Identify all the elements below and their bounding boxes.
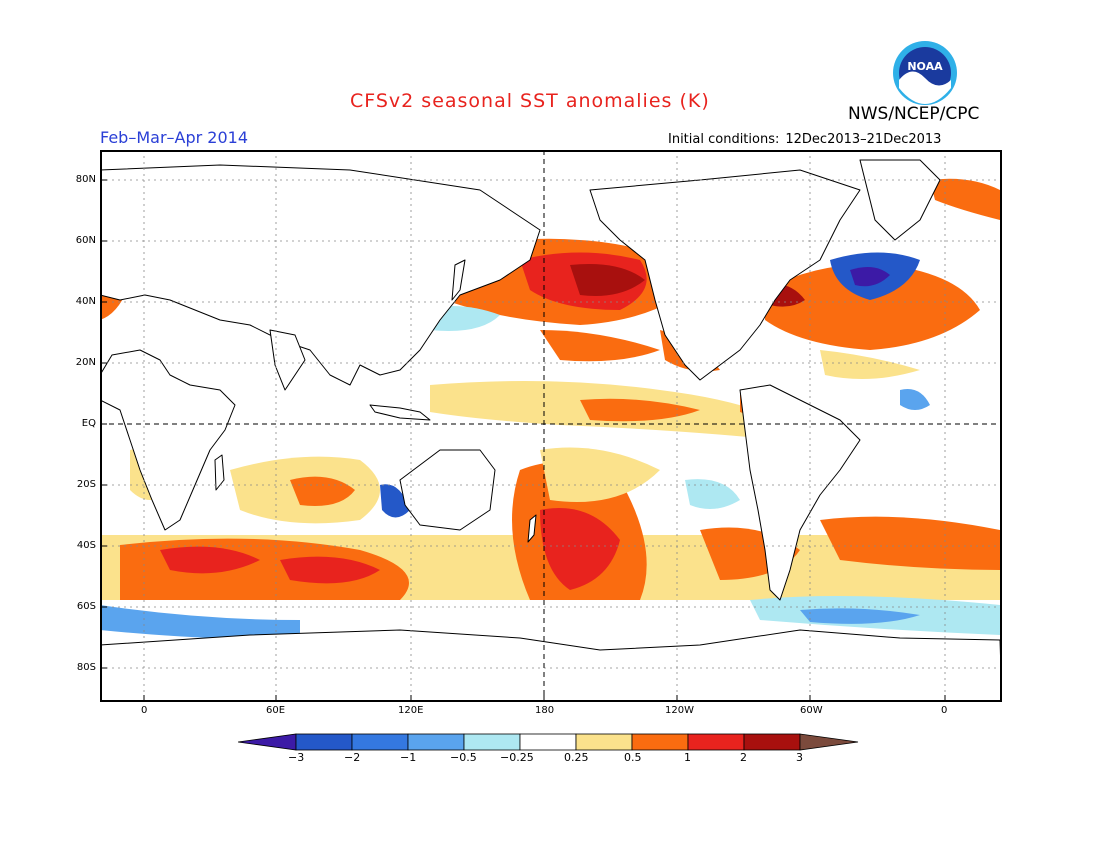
lat-label: 40S	[76, 540, 96, 551]
lat-label: 80S	[76, 662, 96, 673]
colorbar-tick: 0.25	[564, 751, 589, 764]
continents	[100, 159, 1002, 702]
colorbar-segment	[238, 733, 297, 751]
colorbar-tick: 1	[684, 751, 691, 764]
lat-axis-labels: 80N 60N 40N 20N EQ 20S 40S 60S 80S	[60, 150, 96, 702]
colorbar-tick: 0.5	[624, 751, 642, 764]
colorbar-tick: 3	[796, 751, 803, 764]
lat-label: 60N	[75, 235, 96, 246]
colorbar-tick: −2	[344, 751, 361, 764]
lon-axis-labels: 0 60E 120E 180 120W 60W 0	[100, 705, 1002, 719]
forecast-period: Feb–Mar–Apr 2014	[100, 128, 248, 147]
colorbar-tick: −0.25	[500, 751, 534, 764]
colorbar-segment	[687, 733, 745, 751]
initial-conditions: Initial conditions: 12Dec2013–21Dec2013	[668, 132, 941, 147]
colorbar-segment	[463, 733, 521, 751]
land-indonesia	[369, 404, 431, 421]
noaa-logo: NOAA	[893, 41, 957, 105]
land-madagascar	[214, 454, 225, 491]
lat-lon-grid	[100, 150, 1002, 702]
logo-text: NOAA	[907, 60, 943, 73]
lat-label: 20S	[76, 479, 96, 490]
initial-conditions-label: Initial conditions:	[668, 132, 780, 147]
land-india	[269, 329, 306, 391]
anomaly-field	[100, 178, 1000, 640]
lat-label: 20N	[75, 357, 96, 368]
colorbar	[238, 733, 859, 751]
lon-label: 120W	[665, 705, 694, 716]
land-eurasia	[100, 164, 541, 386]
colorbar-segment	[799, 733, 859, 751]
lat-label: 80N	[75, 174, 96, 185]
colorbar-segment	[407, 733, 465, 751]
land-greenland	[859, 159, 941, 241]
land-antarctica	[100, 629, 1002, 702]
lon-label: 120E	[398, 705, 424, 716]
land-japan	[451, 259, 466, 301]
colorbar-tick: 2	[740, 751, 747, 764]
map-frame	[100, 150, 1002, 702]
land-north-america	[589, 169, 861, 381]
colorbar-segment	[631, 733, 689, 751]
lon-label: 0	[941, 705, 948, 716]
chart-title: CFSv2 seasonal SST anomalies (K)	[350, 90, 710, 112]
colorbar-tick: −0.5	[450, 751, 477, 764]
sst-anomaly-map	[100, 150, 1002, 702]
lat-label: EQ	[81, 418, 96, 429]
colorbar-segment	[351, 733, 409, 751]
colorbar-tick-labels: −3 −2 −1 −0.5 −0.25 0.25 0.5 1 2 3	[238, 751, 864, 767]
colorbar-segment	[743, 733, 801, 751]
initial-conditions-value: 12Dec2013–21Dec2013	[785, 132, 942, 147]
land-new-zealand	[527, 514, 537, 543]
lon-label: 0	[141, 705, 148, 716]
tick-marks	[101, 179, 946, 701]
lat-label: 40N	[75, 296, 96, 307]
colorbar-tick: −1	[400, 751, 417, 764]
colorbar-tick: −3	[288, 751, 305, 764]
lon-label: 180	[535, 705, 555, 716]
organization-label: NWS/NCEP/CPC	[848, 104, 980, 124]
colorbar-segment	[575, 733, 633, 751]
colorbar-segment	[519, 733, 577, 751]
lat-label: 60S	[76, 601, 96, 612]
land-south-america	[739, 384, 861, 601]
colorbar-segment	[295, 733, 353, 751]
lon-label: 60E	[266, 705, 286, 716]
lon-label: 60W	[800, 705, 823, 716]
land-africa	[100, 349, 236, 531]
land-australia	[399, 449, 496, 531]
